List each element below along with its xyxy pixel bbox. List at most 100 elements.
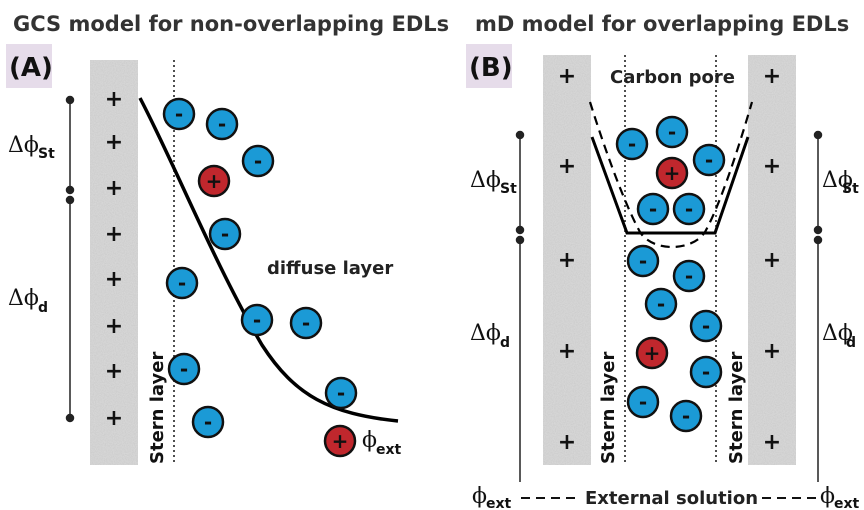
cation-icon: + <box>323 424 357 458</box>
svg-text:Δϕ: Δϕ <box>470 168 501 193</box>
plus-charge: + <box>105 176 123 201</box>
delta-phi-st-left-label: Δϕ St <box>470 168 517 197</box>
svg-text:-: - <box>218 112 226 136</box>
anion-icon: - <box>240 303 274 337</box>
svg-text:-: - <box>221 222 229 246</box>
anion-icon: - <box>615 127 649 161</box>
svg-text:+: + <box>558 154 576 179</box>
svg-text:-: - <box>180 357 188 381</box>
plus-charge: + <box>105 222 123 247</box>
svg-text:St: St <box>38 146 55 162</box>
anion-icon: - <box>636 192 670 226</box>
stern-layer-label-b-right: Stern layer <box>726 352 747 464</box>
ions-a: - - - + - - - - - - - + <box>162 97 358 458</box>
svg-text:-: - <box>628 132 636 156</box>
svg-text:+: + <box>763 64 781 89</box>
plus-charge: + <box>105 406 123 431</box>
cation-icon: + <box>635 336 669 370</box>
svg-text:-: - <box>657 292 665 316</box>
plus-charge: + <box>105 87 123 112</box>
cation-icon: + <box>197 164 231 198</box>
delta-phi-st-right-label: Δϕ St <box>822 168 859 197</box>
electrode-b-left <box>543 55 591 465</box>
svg-text:+: + <box>558 339 576 364</box>
plus-charge: + <box>105 314 123 339</box>
panel-a-label-bg <box>6 44 52 88</box>
svg-text:-: - <box>702 314 710 338</box>
potential-bracket-b-left <box>515 130 525 482</box>
anion-icon: - <box>626 244 660 278</box>
anion-icon: - <box>289 306 323 340</box>
panel-b-label: (B) <box>469 53 513 83</box>
stern-layer-label-a: Stern layer <box>147 352 168 464</box>
svg-text:-: - <box>649 197 657 221</box>
panel-a-label: (A) <box>9 53 53 83</box>
svg-text:+: + <box>558 248 576 273</box>
svg-text:-: - <box>302 311 310 335</box>
svg-text:+: + <box>332 429 349 453</box>
plus-charge: + <box>105 130 123 155</box>
svg-text:d: d <box>500 335 510 351</box>
svg-text:-: - <box>668 120 676 144</box>
svg-text:+: + <box>644 341 661 365</box>
svg-text:ext: ext <box>834 496 860 510</box>
anion-icon: - <box>205 107 239 141</box>
phi-ext-right-label: ϕ ext <box>820 484 860 510</box>
svg-text:-: - <box>639 390 647 414</box>
anion-icon: - <box>191 405 225 439</box>
anion-icon: - <box>672 192 706 226</box>
svg-text:St: St <box>500 181 517 197</box>
external-solution-label: External solution <box>585 488 758 509</box>
anion-icon: - <box>167 352 201 386</box>
cation-icon: + <box>655 156 689 190</box>
svg-text:-: - <box>702 360 710 384</box>
svg-text:-: - <box>175 102 183 126</box>
svg-text:-: - <box>682 404 690 428</box>
svg-text:Δϕ: Δϕ <box>470 321 501 346</box>
panel-b-label-bg <box>466 44 512 88</box>
delta-phi-d-label: Δϕ d <box>8 286 48 316</box>
panel-b: mD model for overlapping EDLs (B) + + + … <box>466 12 860 510</box>
svg-text:d: d <box>38 300 48 316</box>
svg-text:ext: ext <box>376 442 402 458</box>
svg-text:d: d <box>846 335 856 351</box>
svg-text:+: + <box>763 339 781 364</box>
svg-text:-: - <box>705 148 713 172</box>
stern-layer-label-b-left: Stern layer <box>598 352 619 464</box>
svg-text:+: + <box>664 161 681 185</box>
potential-bracket-a <box>65 95 75 423</box>
svg-text:-: - <box>204 410 212 434</box>
potential-bracket-b-right <box>813 130 823 482</box>
svg-text:+: + <box>763 430 781 455</box>
svg-text:-: - <box>639 249 647 273</box>
svg-text:+: + <box>558 64 576 89</box>
carbon-pore-label: Carbon pore <box>610 67 735 88</box>
svg-text:Δϕ: Δϕ <box>8 133 39 158</box>
svg-text:+: + <box>558 430 576 455</box>
svg-text:Δϕ: Δϕ <box>822 168 853 193</box>
anion-icon: - <box>672 259 706 293</box>
svg-text:+: + <box>763 248 781 273</box>
delta-phi-d-left-label: Δϕ d <box>470 321 510 351</box>
diffuse-layer-label: diffuse layer <box>267 258 393 279</box>
potential-profile-solid <box>590 136 750 235</box>
anion-icon: - <box>669 399 703 433</box>
plus-charge: + <box>105 359 123 384</box>
svg-text:ϕ: ϕ <box>472 484 487 509</box>
anion-icon: - <box>644 287 678 321</box>
anion-icon: - <box>626 385 660 419</box>
anion-icon: - <box>165 266 199 300</box>
svg-text:-: - <box>685 197 693 221</box>
ions-b: - - - + - - - - - - + - - - <box>615 115 726 433</box>
electrode-b-charges: + + + + + + + + + + <box>558 64 781 455</box>
electrode-a <box>90 60 138 465</box>
anion-icon: - <box>162 97 196 131</box>
panel-a: GCS model for non-overlapping EDLs (A) +… <box>6 12 449 465</box>
anion-icon: - <box>241 144 275 178</box>
svg-text:Δϕ: Δϕ <box>8 286 39 311</box>
svg-text:+: + <box>206 169 223 193</box>
delta-phi-d-right-label: Δϕ d <box>822 321 856 351</box>
electrode-a-charges: + + + + + + + + <box>105 87 123 431</box>
anion-icon: - <box>689 355 723 389</box>
